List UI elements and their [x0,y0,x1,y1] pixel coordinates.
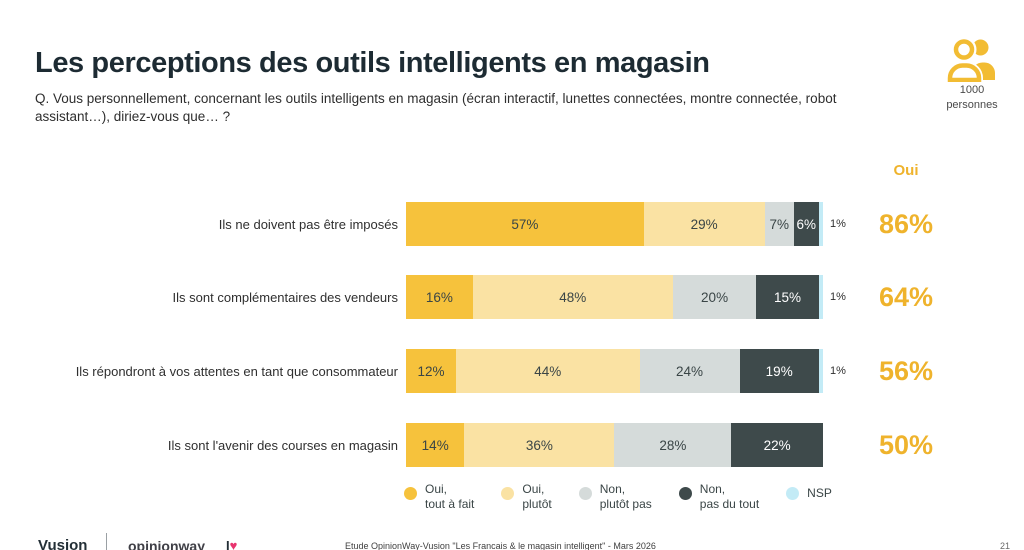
category-label: Ils sont complémentaires des vendeurs [172,289,398,305]
legend-item: Oui, tout à fait [404,482,474,512]
people-icon [946,37,995,82]
bar-segment: 14% [406,423,465,467]
segment-value-label: 12% [417,363,445,379]
legend-item: Non, plutôt pas [578,482,652,512]
bar-segment [818,275,823,319]
nsp-value-label: 1% [830,365,846,377]
segment-value-label: 7% [769,216,789,232]
oui-column-header: Oui [893,162,919,179]
vusion-logo: Vusion [38,537,88,550]
segment-value-label: 16% [425,289,453,305]
bar-segment: 20% [672,275,757,319]
oui-percentage: 86% [878,208,934,239]
opinionway-logo: opinionway [128,538,205,550]
category-label: Ils ne doivent pas être imposés [218,216,398,232]
segment-value-label: 20% [701,289,729,305]
page-number: 21 [1000,541,1011,550]
legend-label: Oui, plutôt [522,482,552,511]
legend-swatch-icon [578,487,592,500]
legend-item: Oui, plutôt [501,482,552,512]
bar-segment: 44% [456,349,640,393]
segment-value-label: 6% [796,216,817,232]
footer: Vusion opinionway I♥ Etude OpinionWay-Vu… [0,533,1024,550]
chart-legend: Oui, tout à fait Oui, plutôt Non, plutôt pas N… [404,482,859,512]
study-source: Etude OpinionWay-Vusion "Les Francais & … [345,541,656,550]
category-label: Ils répondront à vos attentes en tant qu… [75,363,398,379]
bar-segment: 6% [793,202,819,246]
iheart-logo: I♥ [226,538,237,550]
bar-segment: 24% [639,349,740,393]
stacked-bar: 12% 44% 24% 19% [406,349,823,393]
chart-row: Ils répondront à vos attentes en tant qu… [0,349,1024,393]
legend-swatch-icon [501,487,515,500]
bar-segment: 28% [614,423,732,467]
segment-value-label: 57% [511,216,539,232]
bar-segment: 15% [756,275,819,319]
chart-row: Ils ne doivent pas être imposés 57% 29% 7% 6… [0,202,1024,246]
legend-label: Non, pas du tout [699,482,760,511]
sample-size-badge: 1000 personnes [926,36,1018,113]
chart-row: Ils sont l'avenir des courses en magasin… [0,423,1024,467]
page-title: Les perceptions des outils intelligents … [35,47,710,80]
oui-percentage: 50% [878,429,934,460]
bar-segment: 7% [764,202,794,246]
segment-value-label: 29% [690,216,718,232]
sample-count: 1000 [959,84,985,96]
bar-segment: 48% [472,275,673,319]
nsp-value-label: 1% [830,291,846,303]
legend-swatch-icon [404,487,417,500]
bar-segment [818,202,823,246]
segment-value-label: 44% [534,363,562,379]
stacked-bar: 16% 48% 20% 15% [406,275,823,319]
legend-label: Oui, tout à fait [425,482,475,511]
legend-item: Non, pas du tout [678,482,760,512]
bar-segment: 22% [731,423,823,467]
category-label: Ils sont l'avenir des courses en magasin [167,437,398,453]
stacked-bar: 14% 36% 28% 22% [406,423,823,467]
segment-value-label: 22% [763,437,791,453]
bar-segment [818,349,823,393]
segment-value-label: 19% [765,363,793,379]
nsp-value-label: 1% [830,218,846,230]
segment-value-label: 14% [421,437,449,453]
oui-percentage: 64% [878,281,934,312]
legend-label: Non, plutôt pas [599,482,652,511]
segment-value-label: 36% [525,437,553,453]
bar-segment: 29% [643,202,765,246]
chart-row: Ils sont complémentaires des vendeurs 16%… [0,275,1024,319]
sample-unit: personnes [946,99,998,112]
legend-swatch-icon [678,487,692,500]
legend-swatch-icon [786,487,800,500]
bar-segment: 36% [464,423,615,467]
bar-segment: 19% [739,349,819,393]
bar-segment: 12% [406,349,457,393]
segment-value-label: 28% [659,437,687,453]
stacked-bar: 57% 29% 7% 6% [406,202,823,246]
segment-value-label: 15% [774,289,802,305]
footer-divider [106,533,107,550]
legend-label: NSP [807,486,832,500]
oui-percentage: 56% [878,355,934,386]
bar-segment: 16% [406,275,473,319]
survey-question: Q. Vous personnellement, concernant les … [35,90,837,125]
legend-item: NSP [786,482,832,505]
bar-segment: 57% [406,202,644,246]
heart-icon: ♥ [229,538,238,550]
segment-value-label: 48% [559,289,587,305]
segment-value-label: 24% [676,363,704,379]
